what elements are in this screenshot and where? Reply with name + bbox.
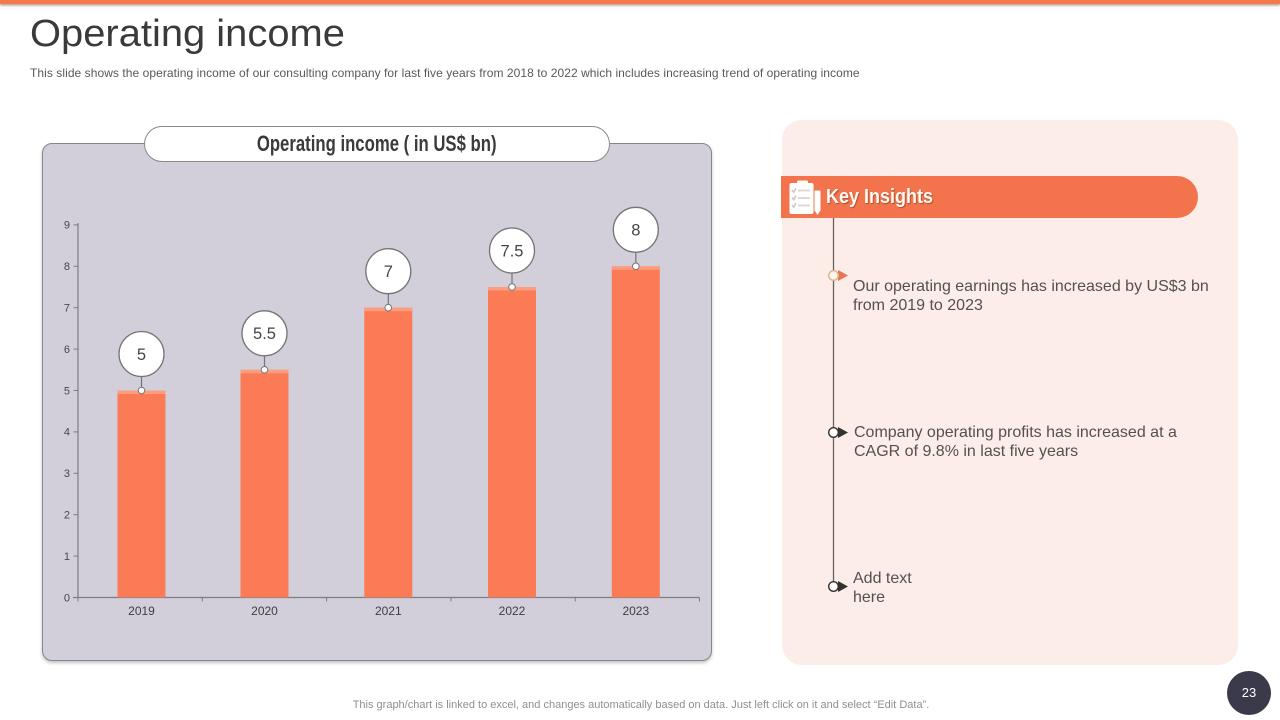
svg-text:7.5: 7.5 (501, 242, 524, 260)
svg-text:7: 7 (384, 263, 393, 281)
svg-text:2020: 2020 (251, 604, 278, 618)
svg-text:4: 4 (64, 427, 70, 439)
svg-text:2023: 2023 (622, 604, 649, 618)
svg-text:9: 9 (64, 220, 70, 232)
svg-text:3: 3 (64, 468, 70, 480)
svg-text:8: 8 (64, 261, 70, 273)
svg-text:1: 1 (64, 551, 70, 563)
svg-text:2: 2 (64, 510, 70, 522)
svg-text:6: 6 (64, 344, 70, 356)
svg-text:8: 8 (631, 222, 640, 240)
svg-text:7: 7 (64, 303, 70, 315)
svg-text:2021: 2021 (375, 604, 402, 618)
svg-text:5: 5 (137, 346, 146, 364)
svg-text:5: 5 (64, 385, 70, 397)
svg-text:0: 0 (64, 592, 70, 604)
svg-text:2019: 2019 (128, 604, 155, 618)
svg-text:2022: 2022 (499, 604, 526, 618)
svg-text:5.5: 5.5 (253, 325, 276, 343)
